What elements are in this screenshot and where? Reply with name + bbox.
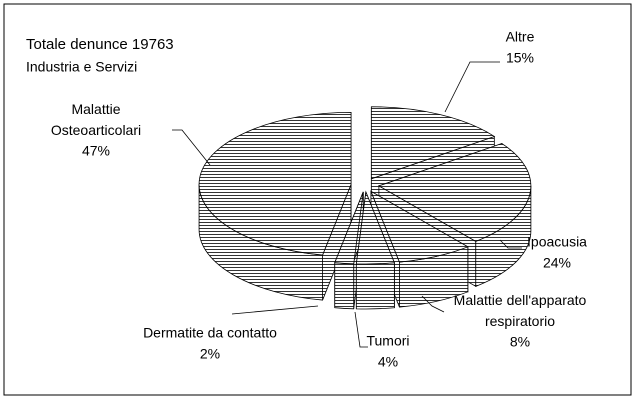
value-label: 47% bbox=[82, 143, 110, 159]
value-label: 24% bbox=[543, 255, 571, 271]
slice-label: Ipoacusia bbox=[527, 234, 587, 250]
slice-label: Tumori bbox=[366, 333, 409, 349]
leader-line bbox=[421, 295, 445, 313]
slice-label: Malattie dell'apparato respiratorio bbox=[454, 292, 587, 329]
slice bbox=[370, 190, 469, 263]
leader-line bbox=[444, 61, 500, 113]
pie bbox=[198, 106, 532, 310]
value-label: 4% bbox=[378, 354, 398, 370]
leader-line bbox=[499, 239, 522, 249]
slice-label: Malattie Osteoarticolari bbox=[51, 101, 141, 138]
chart-subtitle: Industria e Servizi bbox=[26, 59, 137, 75]
slice bbox=[334, 191, 364, 265]
slice bbox=[377, 143, 532, 242]
slice-side bbox=[355, 262, 395, 310]
slice-label: Dermatite da contatto bbox=[143, 325, 277, 341]
value-label: 15% bbox=[506, 50, 534, 66]
slice bbox=[198, 111, 352, 256]
leader-line bbox=[172, 129, 211, 166]
slice-side bbox=[334, 262, 355, 310]
slice-label: Altre bbox=[506, 29, 535, 45]
labels: Altre 15% Ipoacusia 24% Malattie dell'appara… bbox=[51, 29, 587, 370]
value-label: 8% bbox=[510, 334, 530, 350]
chart-title: Totale denunce 19763 bbox=[26, 36, 174, 53]
slice bbox=[370, 106, 496, 180]
leader-line bbox=[231, 305, 319, 315]
slice bbox=[355, 190, 395, 265]
value-label: 2% bbox=[200, 346, 220, 362]
leader-line bbox=[354, 311, 368, 348]
